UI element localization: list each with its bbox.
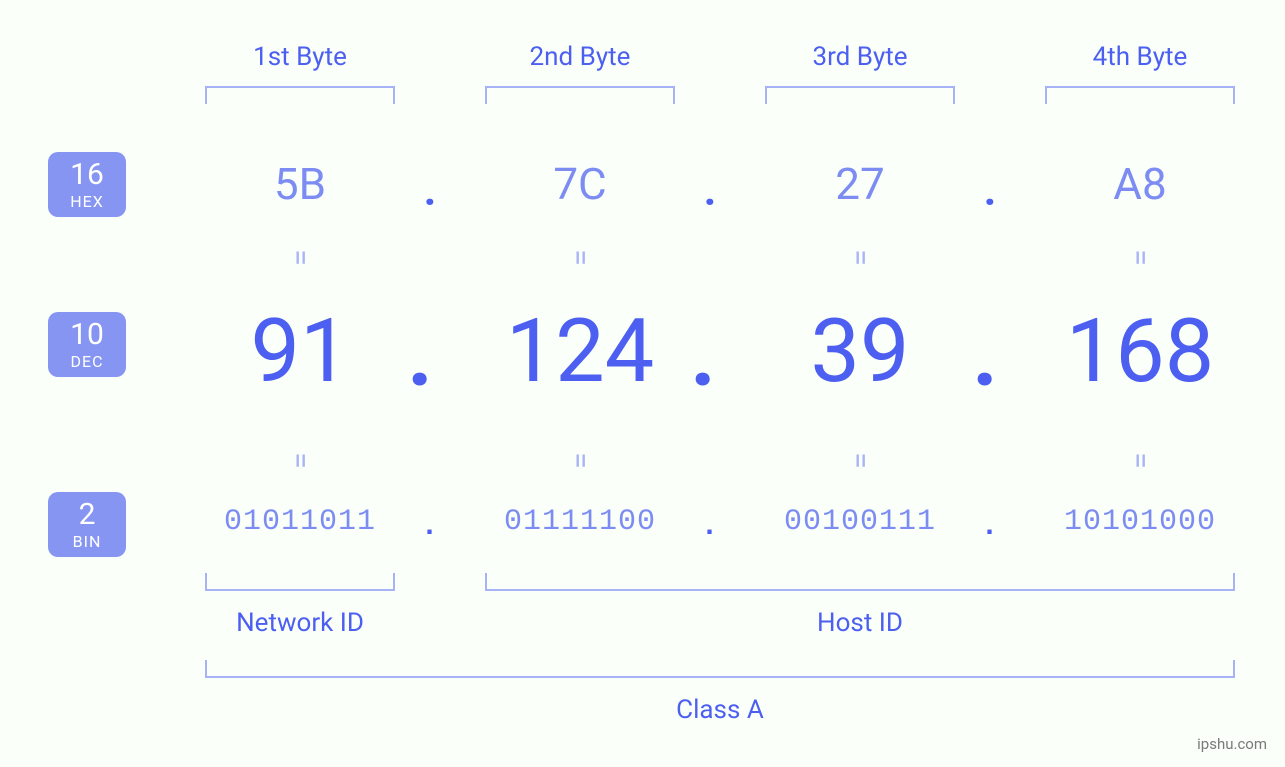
eq-2-1: =: [283, 446, 318, 476]
hex-dot-3: .: [975, 164, 1005, 216]
byte-label-1: 1st Byte: [200, 42, 400, 72]
bin-dot-3: .: [975, 510, 1005, 544]
top-bracket-3: [765, 86, 955, 104]
bottom-bracket-network: [205, 573, 395, 591]
hex-dot-2: .: [695, 164, 725, 216]
dec-dot-1: .: [405, 304, 435, 407]
dec-octet-1: 91: [190, 300, 410, 403]
bottom-bracket-class: [205, 660, 1235, 678]
hex-octet-1: 5B: [200, 158, 400, 210]
base-num-hex: 16: [48, 160, 126, 190]
base-lbl-dec: DEC: [48, 352, 126, 371]
dec-dot-3: .: [970, 304, 1000, 407]
base-badge-bin: 2 BIN: [48, 492, 126, 557]
base-lbl-bin: BIN: [48, 532, 126, 551]
ip-diagram: 1st Byte 2nd Byte 3rd Byte 4th Byte 16 H…: [0, 0, 1285, 767]
bottom-bracket-host: [485, 573, 1235, 591]
hex-octet-2: 7C: [480, 158, 680, 210]
bin-octet-3: 00100111: [750, 505, 970, 539]
watermark: ipshu.com: [1197, 735, 1267, 753]
label-host-id: Host ID: [480, 608, 1240, 638]
eq-1-1: =: [283, 243, 318, 273]
hex-octet-3: 27: [760, 158, 960, 210]
top-bracket-4: [1045, 86, 1235, 104]
hex-octet-4: A8: [1040, 158, 1240, 210]
hex-dot-1: .: [415, 164, 445, 216]
bin-octet-2: 01111100: [470, 505, 690, 539]
byte-label-4: 4th Byte: [1040, 42, 1240, 72]
eq-2-3: =: [843, 446, 878, 476]
base-badge-dec: 10 DEC: [48, 312, 126, 377]
dec-octet-3: 39: [750, 300, 970, 403]
byte-label-2: 2nd Byte: [480, 42, 680, 72]
top-bracket-1: [205, 86, 395, 104]
eq-1-2: =: [563, 243, 598, 273]
eq-2-4: =: [1123, 446, 1158, 476]
top-bracket-2: [485, 86, 675, 104]
dec-octet-4: 168: [1030, 300, 1250, 403]
eq-1-3: =: [843, 243, 878, 273]
bin-octet-4: 10101000: [1030, 505, 1250, 539]
bin-octet-1: 01011011: [190, 505, 410, 539]
dec-octet-2: 124: [470, 300, 690, 403]
base-num-dec: 10: [48, 320, 126, 350]
eq-2-2: =: [563, 446, 598, 476]
byte-label-3: 3rd Byte: [760, 42, 960, 72]
base-lbl-hex: HEX: [48, 192, 126, 211]
label-class: Class A: [200, 695, 1240, 725]
bin-dot-1: .: [415, 510, 445, 544]
base-num-bin: 2: [48, 500, 126, 530]
label-network-id: Network ID: [200, 608, 400, 638]
dec-dot-2: .: [688, 304, 718, 407]
eq-1-4: =: [1123, 243, 1158, 273]
base-badge-hex: 16 HEX: [48, 152, 126, 217]
bin-dot-2: .: [695, 510, 725, 544]
